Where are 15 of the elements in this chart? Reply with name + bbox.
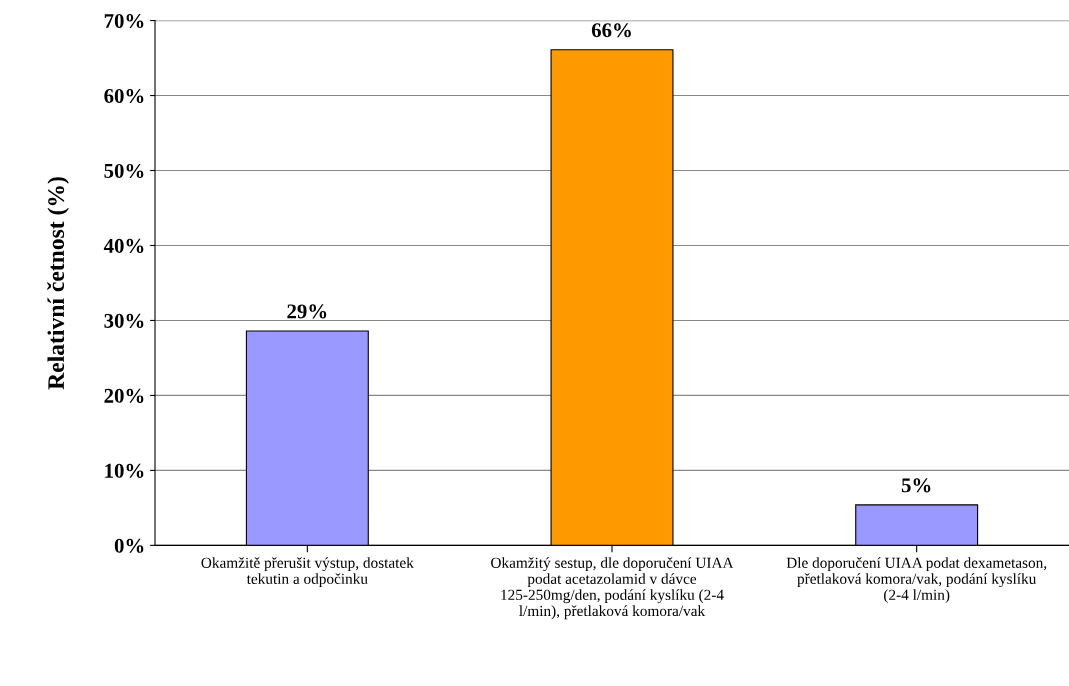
data-label: 29% — [287, 304, 327, 319]
x-tick-label: Dle doporučení UIAA podat dexametason, přetlaková komora/vak, podání kyslíku (2-4 l/min) — [786, 557, 1047, 604]
data-label: 66% — [591, 23, 631, 38]
x-tick-label: Okamžitě přerušit výstup, dostatek tekutin a odpočinku — [201, 557, 414, 588]
y-tick-label: 60% — [104, 88, 144, 104]
y-tick-label: 50% — [104, 163, 144, 179]
x-tick-label: Okamžitý sestup, dle doporučení UIAA podat acetazolamid v dávce 125-250mg/den, podání kyslíku (2-4 l/min), přetlaková komora/vak — [491, 557, 734, 620]
y-tick-label: 40% — [103, 238, 144, 253]
y-tick-label: 70% — [104, 13, 144, 29]
y-tick-label: 30% — [104, 313, 144, 328]
y-tick-label: 10% — [105, 463, 144, 478]
y-tick-label: 20% — [104, 388, 144, 403]
y-axis-title: Relativní četnost (%) — [47, 177, 69, 390]
data-label: 5% — [901, 478, 931, 493]
y-tick-label: 0% — [114, 538, 144, 553]
